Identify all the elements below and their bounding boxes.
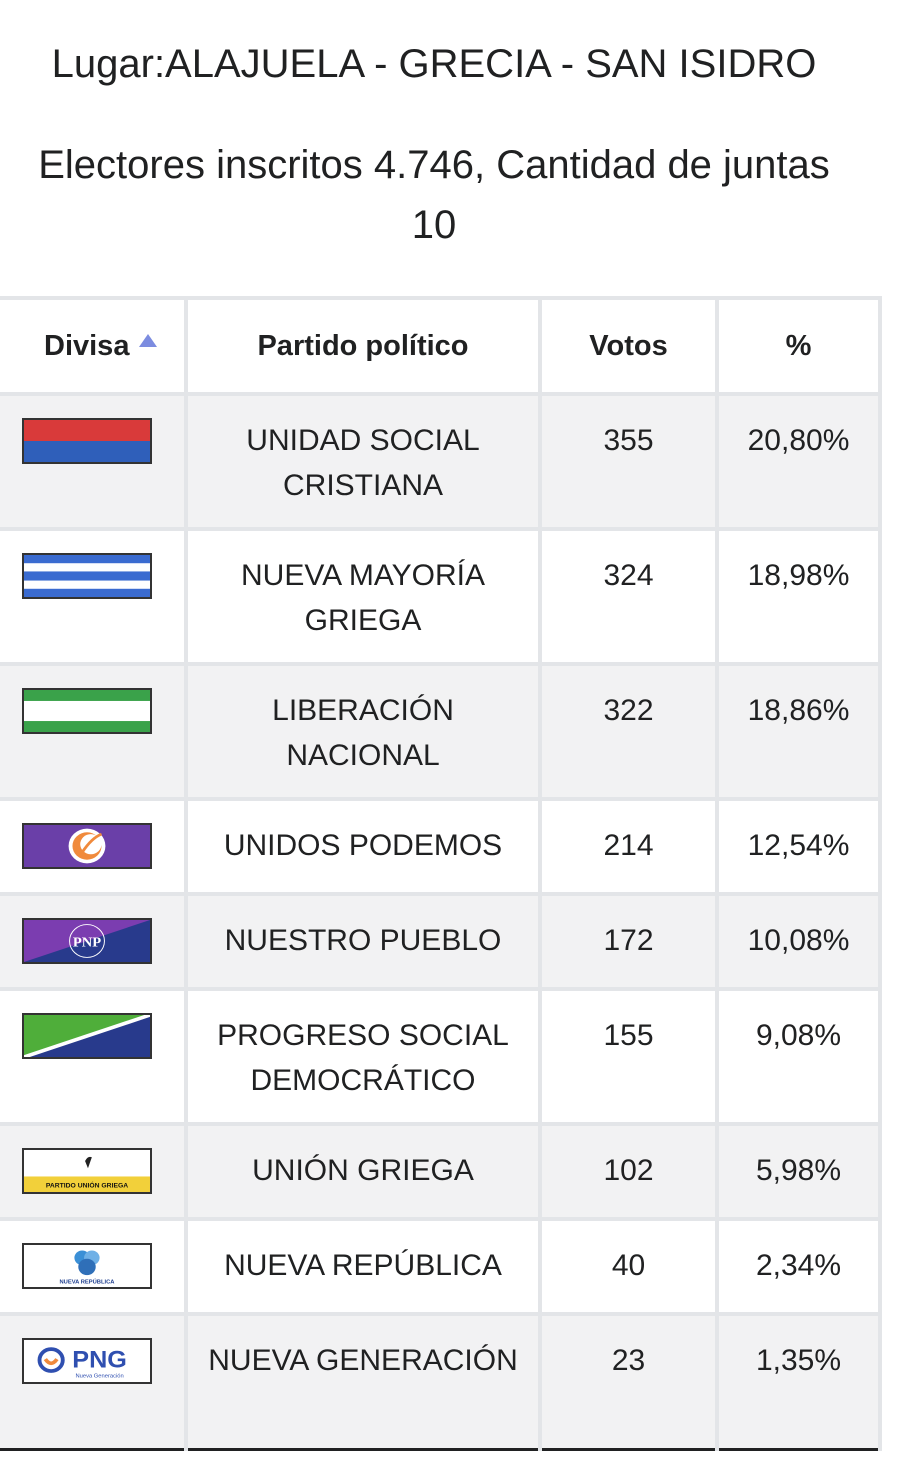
results-table: Divisa Partido político Votos % UNIDAD S… (0, 296, 882, 1451)
votes-value: 324 (540, 527, 719, 666)
percent-value: 2,34% (717, 1217, 882, 1316)
flag-subtext: Nueva Generación (75, 1374, 123, 1380)
party-name: UNIDAD SOCIAL CRISTIANA (186, 392, 542, 531)
flag-unidos-podemos-icon (22, 823, 152, 869)
flag-text: PNP (73, 935, 102, 951)
flag-text: NUEVA REPÚBLICA (59, 1278, 114, 1285)
column-header-divisa[interactable]: Divisa (0, 296, 188, 396)
percent-value: 18,86% (717, 662, 882, 801)
party-name: NUEVA REPÚBLICA (186, 1217, 542, 1316)
percent-value: 9,08% (717, 987, 882, 1126)
flag-cell (0, 987, 188, 1126)
flag-text: PARTIDO UNIÓN GRIEGA (46, 1181, 129, 1190)
table-row: NUEVA MAYORÍA GRIEGA 324 18,98% (0, 527, 882, 666)
flag-union-griega-icon: PARTIDO UNIÓN GRIEGA (22, 1148, 152, 1194)
votes-value: 172 (540, 892, 719, 991)
column-header-votos[interactable]: Votos (540, 296, 719, 396)
votes-value: 40 (540, 1217, 719, 1316)
flag-cell: PARTIDO UNIÓN GRIEGA (0, 1122, 188, 1221)
votes-value: 155 (540, 987, 719, 1126)
party-name: UNIÓN GRIEGA (186, 1122, 542, 1221)
flag-nuestro-pueblo-icon: PNP (22, 918, 152, 964)
column-header-percent[interactable]: % (717, 296, 882, 396)
flag-cell (0, 797, 188, 896)
table-row: PARTIDO UNIÓN GRIEGA UNIÓN GRIEGA 102 5,… (0, 1122, 882, 1221)
party-name: UNIDOS PODEMOS (186, 797, 542, 896)
flag-cell (0, 392, 188, 531)
percent-value: 12,54% (717, 797, 882, 896)
table-row: NUEVA REPÚBLICA NUEVA REPÚBLICA 40 2,34% (0, 1217, 882, 1316)
percent-value: 10,08% (717, 892, 882, 991)
table-row: LIBERACIÓN NACIONAL 322 18,86% (0, 662, 882, 801)
flag-cell: PNP (0, 892, 188, 991)
votes-value: 355 (540, 392, 719, 531)
percent-value: 18,98% (717, 527, 882, 666)
flag-cell: PNG Nueva Generación (0, 1312, 188, 1451)
table-header-row: Divisa Partido político Votos % (0, 296, 882, 396)
sort-ascending-icon[interactable] (139, 333, 158, 347)
table-row: UNIDAD SOCIAL CRISTIANA 355 20,80% (0, 392, 882, 531)
table-row: PROGRESO SOCIAL DEMOCRÁTICO 155 9,08% (0, 987, 882, 1126)
party-name: NUESTRO PUEBLO (186, 892, 542, 991)
flag-cell: NUEVA REPÚBLICA (0, 1217, 188, 1316)
flag-nueva-republica-icon: NUEVA REPÚBLICA (22, 1243, 152, 1289)
flag-liberacion-nacional-icon (22, 688, 152, 734)
flag-cell (0, 527, 188, 666)
flag-text: PNG (72, 1347, 127, 1373)
flag-unidad-social-cristiana-icon (22, 418, 152, 464)
table-row: UNIDOS PODEMOS 214 12,54% (0, 797, 882, 896)
party-name: NUEVA GENERACIÓN (186, 1312, 542, 1451)
table-row: PNP NUESTRO PUEBLO 172 10,08% (0, 892, 882, 991)
column-header-label: Divisa (44, 329, 130, 362)
table-row: PNG Nueva Generación NUEVA GENERACIÓN 23 … (0, 1312, 882, 1451)
flag-nueva-generacion-icon: PNG Nueva Generación (22, 1338, 152, 1384)
flag-progreso-social-democratico-icon (22, 1013, 152, 1059)
votes-value: 102 (540, 1122, 719, 1221)
flag-cell (0, 662, 188, 801)
percent-value: 20,80% (717, 392, 882, 531)
voters-line-1: Electores inscritos 4.746, Cantidad de j… (38, 143, 830, 187)
party-name: LIBERACIÓN NACIONAL (186, 662, 542, 801)
voters-summary: Electores inscritos 4.746, Cantidad de j… (0, 135, 868, 255)
party-name: PROGRESO SOCIAL DEMOCRÁTICO (186, 987, 542, 1126)
flag-nueva-mayoria-griega-icon (22, 553, 152, 599)
column-header-partido[interactable]: Partido político (186, 296, 542, 396)
votes-value: 23 (540, 1312, 719, 1451)
percent-value: 5,98% (717, 1122, 882, 1221)
party-name: NUEVA MAYORÍA GRIEGA (186, 527, 542, 666)
percent-value: 1,35% (717, 1312, 882, 1451)
votes-value: 322 (540, 662, 719, 801)
votes-value: 214 (540, 797, 719, 896)
place-title: Lugar:ALAJUELA - GRECIA - SAN ISIDRO (51, 42, 817, 86)
voters-line-2: 10 (411, 203, 457, 247)
